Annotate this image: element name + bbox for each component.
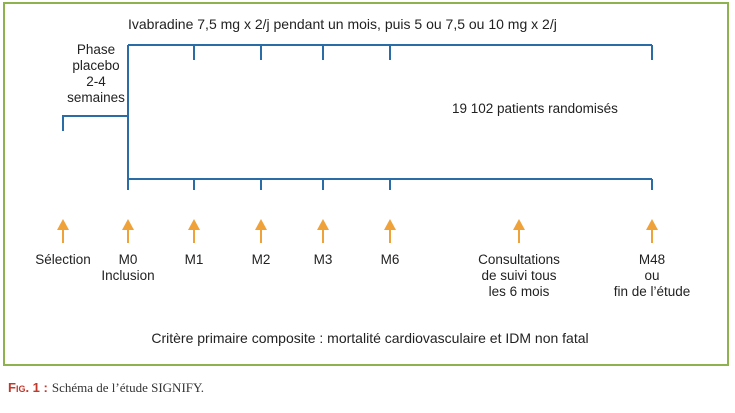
timeline-structure <box>62 44 653 190</box>
arrow-icon <box>122 219 134 243</box>
placebo-phase-label: Phase placebo 2-4 semaines <box>62 42 130 106</box>
placebo-step-line <box>62 115 128 131</box>
arrow-icon <box>255 219 267 243</box>
timepoint-line: M0 <box>118 252 138 267</box>
timepoint-label-m2: M2 <box>241 252 281 268</box>
timepoint-line: Inclusion <box>101 268 155 283</box>
timepoint-label-m48: M48 ou fin de l’étude <box>592 252 712 300</box>
arrow-icon <box>317 219 329 243</box>
timepoint-line: les 6 mois <box>488 284 550 299</box>
arrow-icon <box>188 219 200 243</box>
placebo-phase-line: Phase <box>76 42 116 57</box>
timepoint-label-m1: M1 <box>174 252 214 268</box>
arrow-icon <box>513 219 525 243</box>
diagram-frame <box>3 2 729 366</box>
placebo-phase-line: placebo <box>72 58 120 73</box>
timepoint-line: Sélection <box>35 252 91 267</box>
timepoint-line: ou <box>644 268 660 283</box>
timepoint-arrows <box>57 219 658 243</box>
figure-caption: Fig. 1 : Schéma de l’étude SIGNIFY. <box>8 380 204 396</box>
timepoint-label-follow-up: Consultations de suivi tous les 6 mois <box>459 252 579 300</box>
figure-caption-label: Fig. 1 : <box>8 380 48 395</box>
treatment-label: Ivabradine 7,5 mg x 2/j pendant un mois,… <box>128 16 557 32</box>
figure-caption-text: Schéma de l’étude SIGNIFY. <box>51 380 204 395</box>
timepoint-line: Consultations <box>478 252 560 267</box>
arrow-icon <box>57 219 69 243</box>
timepoint-line: fin de l’étude <box>613 284 691 299</box>
timepoint-label-m6: M6 <box>370 252 410 268</box>
timepoint-line: M6 <box>380 252 400 267</box>
patients-randomised-label: 19 102 patients randomisés <box>452 101 618 116</box>
arrow-icon <box>384 219 396 243</box>
timepoint-line: M3 <box>313 252 333 267</box>
timepoint-line: M1 <box>184 252 204 267</box>
placebo-phase-line: semaines <box>67 90 125 105</box>
placebo-phase-line: 2-4 <box>86 74 106 89</box>
timepoint-line: de suivi tous <box>481 268 557 283</box>
timepoint-line: M48 <box>638 252 666 267</box>
timepoint-label-m3: M3 <box>303 252 343 268</box>
arrow-icon <box>646 219 658 243</box>
timepoint-label-selection: Sélection <box>23 252 103 268</box>
primary-endpoint-label: Critère primaire composite : mortalité c… <box>151 330 589 346</box>
timepoint-line: M2 <box>251 252 271 267</box>
timepoint-label-m0: M0 Inclusion <box>88 252 168 284</box>
